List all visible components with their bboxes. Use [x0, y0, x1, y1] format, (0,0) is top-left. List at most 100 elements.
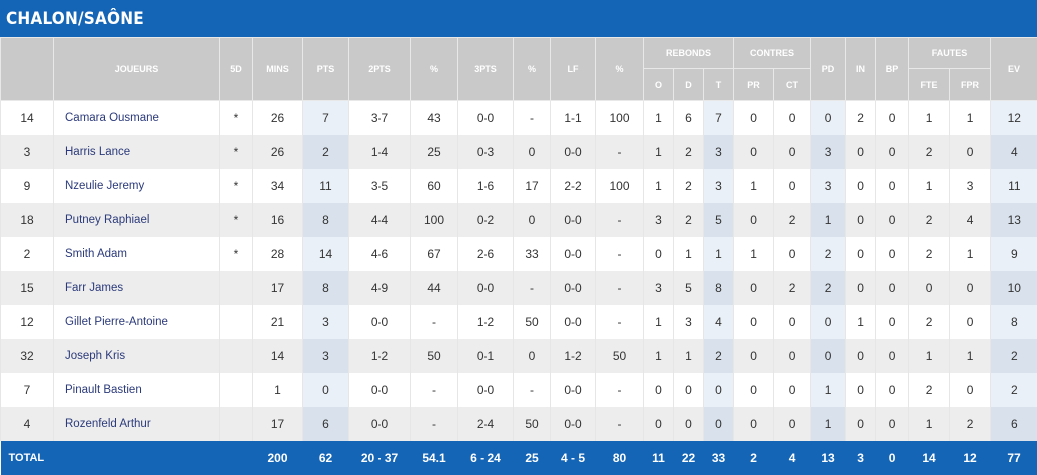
player-name-link[interactable]: Putney Raphiael	[54, 203, 220, 237]
player-contres-pr: 0	[734, 305, 774, 339]
player-name-link[interactable]: Joseph Kris	[54, 339, 220, 373]
player-number: 18	[1, 203, 54, 237]
player-name-link[interactable]: Gillet Pierre-Antoine	[54, 305, 220, 339]
player-fte: 2	[909, 203, 950, 237]
player-bp: 0	[876, 169, 909, 203]
player-contres-ct: 2	[774, 271, 811, 305]
player-pd: 3	[811, 169, 846, 203]
player-name-link[interactable]: Rozenfeld Arthur	[54, 407, 220, 441]
player-pd: 2	[811, 271, 846, 305]
total-label: TOTAL	[1, 441, 253, 475]
player-reb-d: 2	[674, 135, 704, 169]
player-bp: 0	[876, 373, 909, 407]
player-pts: 8	[303, 271, 349, 305]
player-3pts: 0-3	[458, 135, 514, 169]
player-lf: 0-0	[551, 407, 596, 441]
player-contres-ct: 2	[774, 203, 811, 237]
total-ev: 77	[991, 441, 1037, 475]
player-2pts-pct: 100	[411, 203, 458, 237]
player-lf: 0-0	[551, 203, 596, 237]
player-pts: 2	[303, 135, 349, 169]
player-2pts: 0-0	[349, 407, 411, 441]
player-contres-ct: 0	[774, 373, 811, 407]
player-name-link[interactable]: Nzeulie Jeremy	[54, 169, 220, 203]
player-3pts: 0-2	[458, 203, 514, 237]
player-number: 9	[1, 169, 54, 203]
player-2pts-pct: 50	[411, 339, 458, 373]
player-3pts-pct: -	[514, 101, 551, 136]
col-5d: 5D	[220, 38, 253, 101]
player-reb-d: 0	[674, 407, 704, 441]
total-3pts-pct: 25	[514, 441, 551, 475]
col-bp: BP	[876, 38, 909, 101]
starter-mark	[220, 305, 253, 339]
player-reb-o: 1	[644, 135, 674, 169]
player-contres-ct: 0	[774, 237, 811, 271]
player-fte: 1	[909, 407, 950, 441]
player-fte: 2	[909, 135, 950, 169]
player-lf-pct: -	[596, 203, 644, 237]
player-in: 0	[846, 169, 876, 203]
player-fpr: 1	[950, 339, 991, 373]
starter-mark: *	[220, 169, 253, 203]
total-lf-pct: 80	[596, 441, 644, 475]
player-3pts-pct: 0	[514, 339, 551, 373]
total-lf: 4 - 5	[551, 441, 596, 475]
player-3pts: 0-0	[458, 101, 514, 136]
player-reb-o: 1	[644, 339, 674, 373]
player-3pts: 2-4	[458, 407, 514, 441]
player-name-link[interactable]: Farr James	[54, 271, 220, 305]
player-lf-pct: -	[596, 305, 644, 339]
player-lf-pct: -	[596, 373, 644, 407]
player-reb-o: 0	[644, 237, 674, 271]
player-contres-pr: 0	[734, 339, 774, 373]
player-name-link[interactable]: Camara Ousmane	[54, 101, 220, 136]
starter-mark	[220, 271, 253, 305]
col-fautes-fpr: FPR	[950, 69, 991, 101]
player-name-link[interactable]: Smith Adam	[54, 237, 220, 271]
col-joueurs: JOUEURS	[54, 38, 220, 101]
player-reb-t: 1	[704, 237, 734, 271]
player-2pts-pct: 25	[411, 135, 458, 169]
player-2pts: 4-9	[349, 271, 411, 305]
player-in: 2	[846, 101, 876, 136]
player-pd: 1	[811, 407, 846, 441]
player-3pts-pct: 50	[514, 407, 551, 441]
player-3pts: 0-0	[458, 271, 514, 305]
player-pts: 14	[303, 237, 349, 271]
player-in: 1	[846, 305, 876, 339]
player-reb-d: 3	[674, 305, 704, 339]
player-lf: 0-0	[551, 237, 596, 271]
starter-mark	[220, 407, 253, 441]
player-reb-d: 0	[674, 373, 704, 407]
player-3pts-pct: 50	[514, 305, 551, 339]
player-fte: 2	[909, 237, 950, 271]
player-pd: 1	[811, 373, 846, 407]
player-contres-pr: 0	[734, 203, 774, 237]
player-2pts: 4-4	[349, 203, 411, 237]
col-contres-ct: CT	[774, 69, 811, 101]
player-name-link[interactable]: Harris Lance	[54, 135, 220, 169]
player-reb-d: 1	[674, 339, 704, 373]
total-fte: 14	[909, 441, 950, 475]
col-group-fautes: FAUTES	[909, 38, 991, 69]
player-pd: 3	[811, 135, 846, 169]
player-bp: 0	[876, 271, 909, 305]
player-pd: 0	[811, 101, 846, 136]
player-3pts-pct: 0	[514, 135, 551, 169]
player-name-link[interactable]: Pinault Bastien	[54, 373, 220, 407]
player-reb-d: 5	[674, 271, 704, 305]
player-pd: 2	[811, 237, 846, 271]
player-contres-ct: 0	[774, 135, 811, 169]
player-pd: 0	[811, 305, 846, 339]
player-reb-o: 1	[644, 169, 674, 203]
col-reb-d: D	[674, 69, 704, 101]
player-contres-ct: 0	[774, 339, 811, 373]
player-2pts-pct: 67	[411, 237, 458, 271]
player-bp: 0	[876, 135, 909, 169]
